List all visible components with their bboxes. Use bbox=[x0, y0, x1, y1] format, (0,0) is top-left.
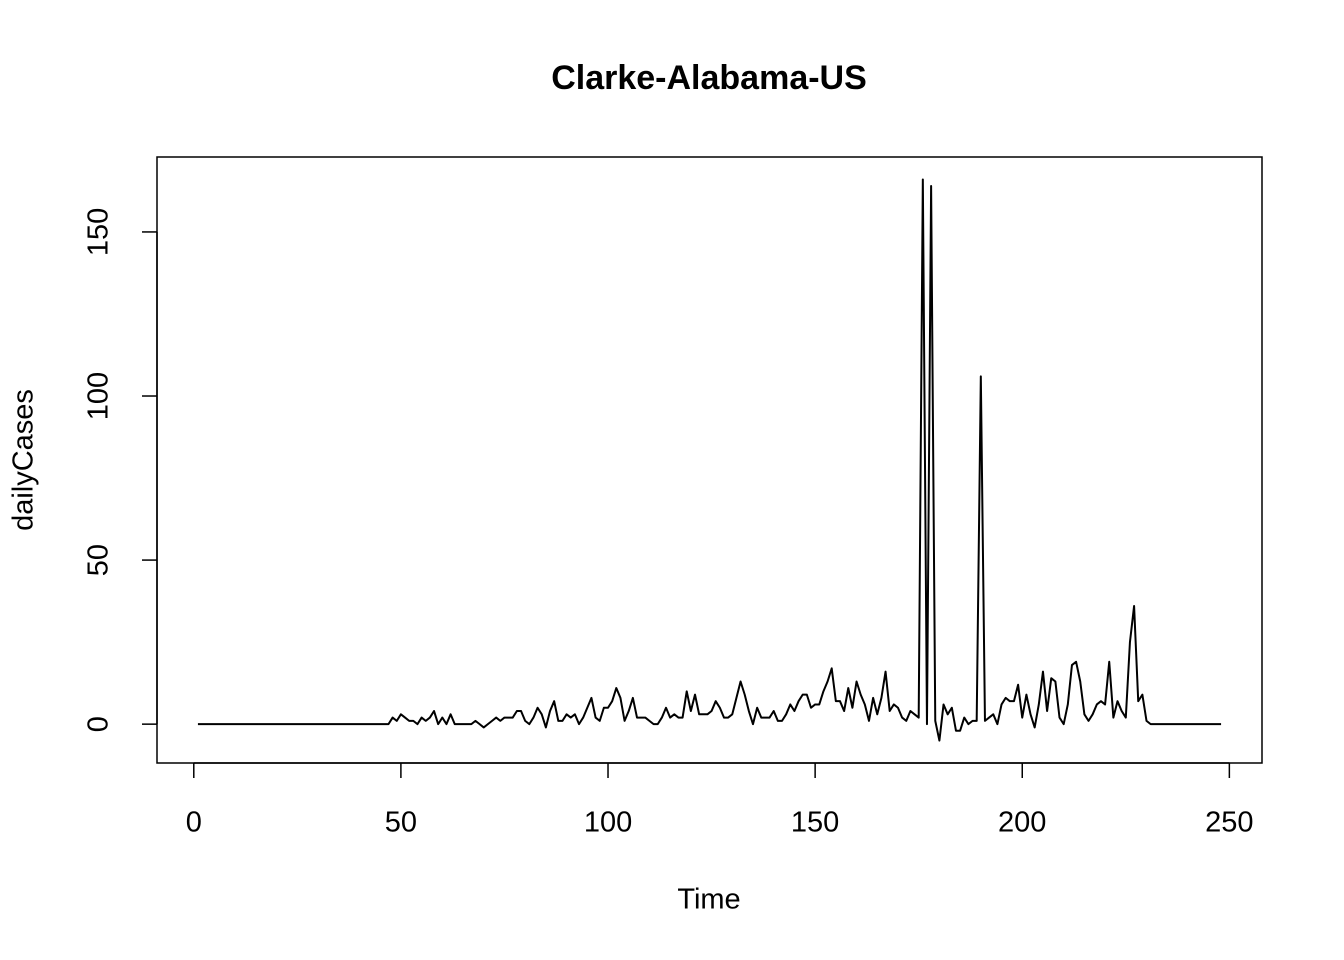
x-tick-label: 100 bbox=[584, 807, 632, 839]
y-tick-label: 50 bbox=[83, 544, 115, 576]
y-tick-label: 0 bbox=[83, 716, 115, 732]
chart-title: Clarke-Alabama-US bbox=[551, 59, 867, 97]
plot-box bbox=[156, 156, 1263, 764]
x-tick-label: 150 bbox=[791, 807, 839, 839]
x-axis-label: Time bbox=[677, 884, 740, 916]
x-tick-label: 200 bbox=[998, 807, 1046, 839]
x-tick-label: 50 bbox=[385, 807, 417, 839]
x-tick-label: 0 bbox=[186, 807, 202, 839]
y-tick-label: 100 bbox=[83, 372, 115, 420]
x-tick-label: 250 bbox=[1205, 807, 1253, 839]
y-axis-label: dailyCases bbox=[8, 389, 40, 531]
y-tick-label: 150 bbox=[83, 208, 115, 256]
data-line bbox=[197, 178, 1222, 742]
